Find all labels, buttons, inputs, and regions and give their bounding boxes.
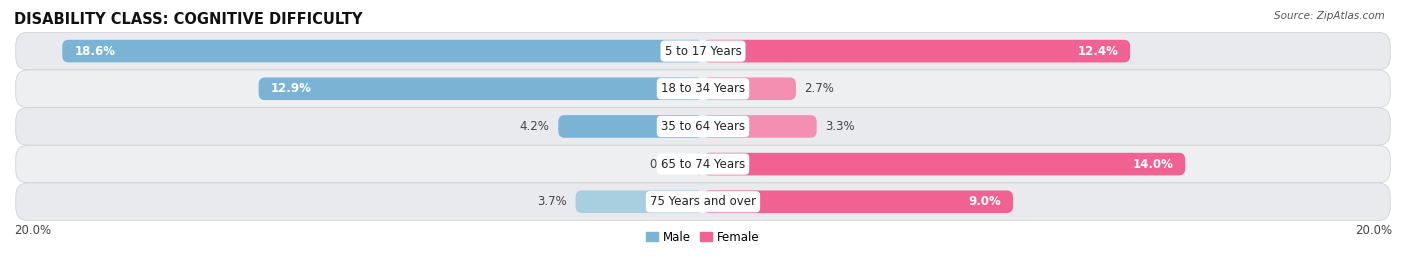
FancyBboxPatch shape [558,115,703,138]
FancyBboxPatch shape [15,183,1391,221]
Text: 35 to 64 Years: 35 to 64 Years [661,120,745,133]
Text: 75 Years and over: 75 Years and over [650,195,756,208]
FancyBboxPatch shape [15,108,1391,145]
Text: 3.7%: 3.7% [537,195,567,208]
Text: 4.2%: 4.2% [520,120,550,133]
FancyBboxPatch shape [259,77,703,100]
Text: 65 to 74 Years: 65 to 74 Years [661,158,745,171]
FancyBboxPatch shape [703,40,1130,62]
FancyBboxPatch shape [703,153,1185,175]
Text: 18.6%: 18.6% [75,45,115,58]
FancyBboxPatch shape [15,145,1391,183]
Text: 18 to 34 Years: 18 to 34 Years [661,82,745,95]
FancyBboxPatch shape [62,40,703,62]
Text: 20.0%: 20.0% [1355,224,1392,237]
Text: DISABILITY CLASS: COGNITIVE DIFFICULTY: DISABILITY CLASS: COGNITIVE DIFFICULTY [14,12,363,27]
Text: 9.0%: 9.0% [969,195,1001,208]
Text: 20.0%: 20.0% [14,224,51,237]
Text: 12.9%: 12.9% [271,82,312,95]
Text: 2.7%: 2.7% [804,82,835,95]
FancyBboxPatch shape [575,190,703,213]
Text: 14.0%: 14.0% [1132,158,1173,171]
FancyBboxPatch shape [15,32,1391,70]
Text: 3.3%: 3.3% [825,120,855,133]
Text: 12.4%: 12.4% [1077,45,1118,58]
FancyBboxPatch shape [15,70,1391,108]
FancyBboxPatch shape [703,190,1012,213]
FancyBboxPatch shape [696,153,703,175]
Legend: Male, Female: Male, Female [641,226,765,249]
Text: 5 to 17 Years: 5 to 17 Years [665,45,741,58]
FancyBboxPatch shape [703,115,817,138]
Text: Source: ZipAtlas.com: Source: ZipAtlas.com [1274,11,1385,21]
FancyBboxPatch shape [703,77,796,100]
Text: 0.22%: 0.22% [650,158,686,171]
